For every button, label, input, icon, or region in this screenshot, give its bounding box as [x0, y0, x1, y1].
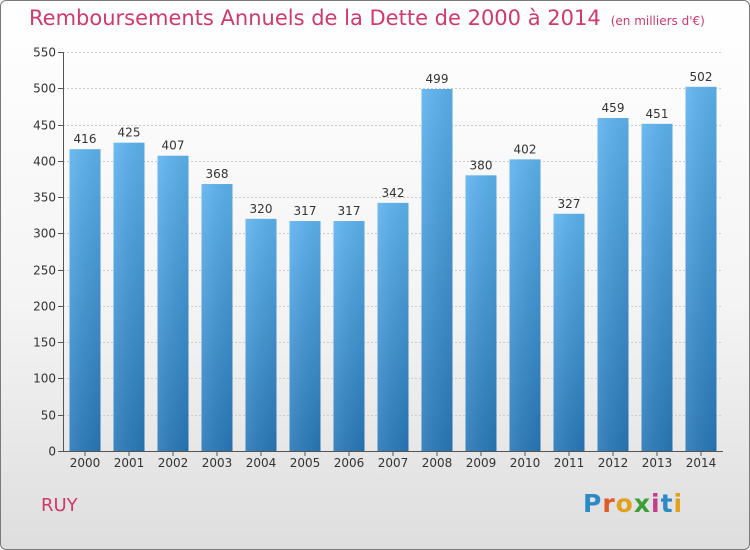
data-label: 459 — [602, 101, 625, 115]
data-label: 402 — [514, 142, 537, 156]
y-tick-label: 350 — [33, 191, 56, 205]
x-tick-label: 2011 — [554, 456, 585, 470]
data-label: 317 — [294, 204, 317, 218]
x-tick-label: 2003 — [202, 456, 233, 470]
logo-letter: P — [583, 489, 603, 518]
data-label: 327 — [558, 197, 581, 211]
x-tick-label: 2012 — [598, 456, 629, 470]
logo-letter: t — [660, 489, 674, 518]
x-tick-label: 2009 — [466, 456, 497, 470]
y-tick-label: 550 — [33, 46, 56, 60]
chart-title: Remboursements Annuels de la Dette de 20… — [29, 6, 705, 30]
x-tick-label: 2006 — [334, 456, 365, 470]
logo-letter: i — [673, 489, 684, 518]
bar-shade — [597, 118, 629, 452]
x-tick-label: 2013 — [642, 456, 673, 470]
bar-shade — [685, 86, 717, 452]
commune-name: RUY — [41, 495, 78, 516]
y-tick-label: 200 — [33, 300, 56, 314]
chart-unit-label: (en milliers d'€) — [610, 14, 705, 28]
data-label: 317 — [338, 204, 361, 218]
chart-title-text: Remboursements Annuels de la Dette de 20… — [29, 6, 601, 30]
bar-shade — [509, 159, 541, 451]
x-tick-label: 2014 — [686, 456, 717, 470]
logo-letter: o — [615, 489, 634, 518]
data-label: 407 — [162, 139, 185, 153]
bar-shade — [69, 149, 101, 451]
bar-shade — [553, 213, 585, 451]
y-tick-label: 100 — [33, 372, 56, 386]
x-tick-label: 2007 — [378, 456, 409, 470]
data-label: 502 — [690, 70, 713, 84]
logo-letter: r — [602, 489, 616, 518]
bar-shade — [113, 142, 145, 451]
data-label: 499 — [426, 72, 449, 86]
proxiti-logo: Proxiti — [583, 489, 683, 518]
bar-shade — [201, 184, 233, 452]
x-tick-label: 2000 — [70, 456, 101, 470]
data-label: 368 — [206, 167, 229, 181]
logo-letter: x — [633, 489, 651, 518]
data-label: 380 — [470, 158, 493, 172]
y-tick-label: 0 — [48, 445, 56, 459]
data-label: 342 — [382, 186, 405, 200]
data-label: 451 — [646, 107, 669, 121]
y-tick-label: 400 — [33, 155, 56, 169]
bar-shade — [289, 221, 321, 451]
data-label: 425 — [118, 126, 141, 140]
logo-letter: i — [651, 489, 661, 518]
bar-shade — [245, 218, 277, 451]
bar-shade — [641, 123, 673, 451]
y-tick-label: 150 — [33, 336, 56, 350]
data-label: 320 — [250, 202, 273, 216]
y-tick-label: 450 — [33, 119, 56, 133]
bar-shade — [333, 221, 365, 451]
x-tick-label: 2010 — [510, 456, 541, 470]
x-tick-label: 2001 — [114, 456, 145, 470]
bar-shade — [465, 175, 497, 451]
data-label: 416 — [74, 132, 97, 146]
x-tick-label: 2004 — [246, 456, 277, 470]
y-tick-label: 50 — [41, 409, 56, 423]
x-tick-label: 2008 — [422, 456, 453, 470]
y-tick-label: 250 — [33, 264, 56, 278]
bar-shade — [157, 155, 189, 452]
x-tick-label: 2005 — [290, 456, 321, 470]
y-tick-label: 300 — [33, 227, 56, 241]
y-tick-label: 500 — [33, 82, 56, 96]
bar-shade — [421, 88, 453, 452]
x-tick-label: 2002 — [158, 456, 189, 470]
bar-shade — [377, 202, 409, 451]
